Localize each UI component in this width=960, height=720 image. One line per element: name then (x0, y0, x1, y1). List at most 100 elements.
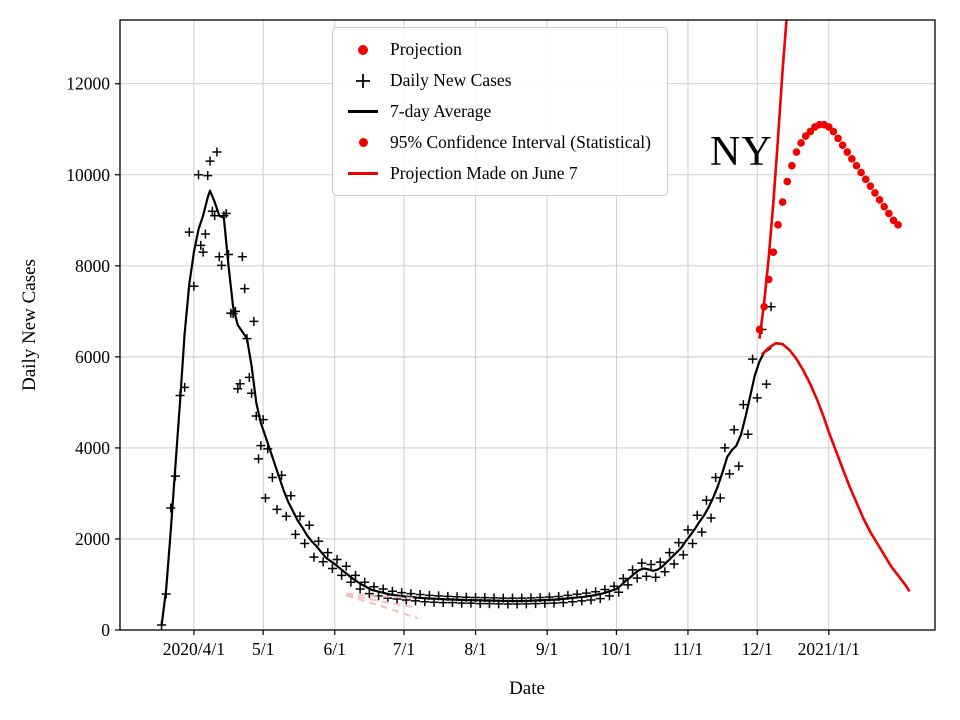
plus-marker (304, 520, 314, 530)
x-tick-label: 7/1 (393, 639, 415, 659)
plus-marker (350, 570, 360, 580)
plus-marker (521, 599, 531, 609)
series-line (760, 341, 911, 593)
plus-marker (577, 596, 587, 606)
plus-marker (166, 503, 176, 513)
plus-marker (748, 354, 758, 364)
plus-marker (392, 594, 402, 604)
plus-marker (729, 425, 739, 435)
plus-marker (761, 379, 771, 389)
plus-marker (217, 260, 227, 270)
plus-marker (628, 565, 638, 575)
plus-marker (618, 574, 628, 584)
black-line-marker-icon (343, 110, 383, 113)
x-tick-label: 2021/1/1 (798, 639, 860, 659)
plus-marker (512, 599, 522, 609)
plus-marker (664, 548, 674, 558)
legend-label: 95% Confidence Interval (Statistical) (390, 132, 651, 152)
plus-marker (205, 156, 215, 166)
dot-marker (783, 177, 792, 186)
dot-marker (894, 221, 902, 229)
legend: Projection Daily New Cases 7-day Average… (332, 27, 668, 196)
plus-marker (277, 470, 287, 480)
plus-marker (517, 593, 527, 603)
plus-marker (471, 592, 481, 602)
plus-marker (360, 577, 370, 587)
plus-marker (641, 571, 651, 581)
y-tick-label: 10000 (66, 165, 110, 185)
series-line (346, 593, 418, 610)
plus-marker (544, 592, 554, 602)
plus-marker (383, 593, 393, 603)
plus-marker (161, 589, 171, 599)
plus-marker (715, 493, 725, 503)
plus-marker (318, 557, 328, 567)
plus-marker (189, 281, 199, 291)
plus-marker (214, 252, 224, 262)
plus-marker (323, 548, 333, 558)
plus-marker (683, 525, 693, 535)
dot-marker (829, 127, 838, 136)
plus-marker (411, 596, 421, 606)
plus-marker (387, 586, 397, 596)
plus-marker (738, 400, 748, 410)
plus-marker (378, 584, 388, 594)
plus-marker (701, 495, 711, 505)
plus-marker (429, 597, 439, 607)
plus-marker (327, 564, 337, 574)
plus-marker (397, 588, 407, 598)
legend-item-confidence-interval: 95% Confidence Interval (Statistical) (343, 130, 651, 155)
dot-marker (797, 139, 805, 147)
plus-marker (549, 598, 559, 608)
plus-marker (632, 573, 642, 583)
plus-marker (332, 554, 342, 564)
plus-marker (526, 593, 536, 603)
plus-marker (369, 582, 379, 592)
plus-marker (766, 302, 776, 312)
plus-marker (725, 469, 735, 479)
plus-marker (540, 598, 550, 608)
plus-marker (247, 388, 257, 398)
plus-marker (438, 598, 448, 608)
plus-marker (212, 147, 222, 157)
x-tick-label: 12/1 (742, 639, 773, 659)
plus-marker (669, 559, 679, 569)
plus-marker (706, 513, 716, 523)
dot-marker (774, 221, 782, 229)
legend-label: 7-day Average (390, 101, 492, 121)
legend-item-daily-new-cases: Daily New Cases (343, 68, 651, 93)
legend-item-7day-average: 7-day Average (343, 99, 651, 124)
plus-marker (355, 584, 365, 594)
plus-marker (263, 444, 273, 454)
plus-marker (494, 599, 504, 609)
plus-marker (337, 570, 347, 580)
plus-marker (507, 593, 517, 603)
plus-marker (655, 557, 665, 567)
legend-label: Projection Made on June 7 (390, 163, 578, 183)
plus-marker (203, 171, 213, 181)
plus-marker (623, 580, 633, 590)
legend-item-projection: Projection (343, 37, 651, 62)
plus-marker (452, 592, 462, 602)
plus-marker (692, 510, 702, 520)
plus-marker (219, 211, 229, 221)
plus-marker (480, 593, 490, 603)
y-tick-label: 8000 (75, 256, 110, 276)
plus-marker (466, 598, 476, 608)
plus-marker (198, 247, 208, 257)
plus-marker (637, 558, 647, 568)
plus-marker (200, 229, 210, 239)
plus-marker (224, 249, 234, 259)
plot-border (119, 19, 936, 631)
plus-marker (346, 577, 356, 587)
plus-marker (221, 208, 231, 218)
plus-marker (424, 590, 434, 600)
plus-marker (157, 620, 167, 630)
plus-marker (498, 593, 508, 603)
plus-marker (443, 591, 453, 601)
dot-marker (848, 155, 856, 163)
y-tick-label: 4000 (75, 438, 110, 458)
plus-marker (258, 415, 268, 425)
plus-marker (281, 511, 291, 521)
